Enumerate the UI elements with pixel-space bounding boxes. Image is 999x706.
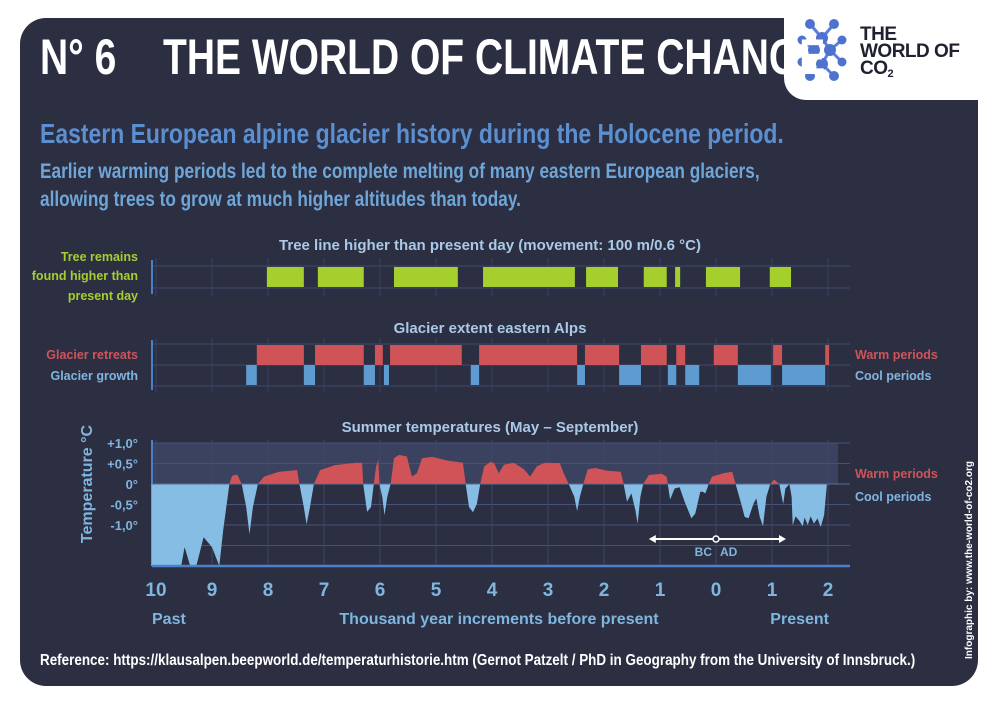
chart-subtitle: Eastern European alpine glacier history … xyxy=(40,118,784,149)
past-label: Past xyxy=(152,611,186,628)
logo-wordmark: THE WORLD OF CO2 xyxy=(860,24,960,83)
ad-label: AD xyxy=(720,545,738,559)
x-tick-label: 10 xyxy=(145,580,166,601)
cool-periods-legend: Cool periods xyxy=(855,369,931,383)
tree-remains-bar xyxy=(483,267,575,287)
warm-periods-legend: Warm periods xyxy=(855,348,938,362)
glacier-retreat-bar xyxy=(584,345,620,365)
temp-cool-legend: Cool periods xyxy=(855,490,931,504)
logo-line-3: CO xyxy=(860,58,888,79)
glacier-retreat-bar xyxy=(773,345,783,365)
bc-label: BC xyxy=(695,545,713,559)
glacier-retreat-bar xyxy=(256,345,304,365)
x-axis-label: Thousand year increments before present xyxy=(339,611,659,628)
tree-label-1: Tree remains xyxy=(61,250,138,264)
glacier-growth-bar xyxy=(577,365,585,385)
glacier-retreat-bar xyxy=(825,345,830,365)
issue-number: N° 6 xyxy=(40,29,117,85)
glacier-growth-bar xyxy=(363,365,375,385)
glacier-retreat-bar xyxy=(374,345,383,365)
x-tick-label: 3 xyxy=(543,580,554,601)
glacier-retreat-bar xyxy=(479,345,578,365)
x-tick-label: 6 xyxy=(375,580,386,601)
glacier-growth-bar xyxy=(383,365,389,385)
description-line-1: Earlier warming periods led to the compl… xyxy=(40,160,760,183)
x-tick-label: 2 xyxy=(823,580,834,601)
glacier-growth-bar xyxy=(619,365,641,385)
glacier-retreats-label: Glacier retreats xyxy=(46,348,138,362)
arrow-right-icon xyxy=(779,535,786,543)
x-tick-label: 8 xyxy=(263,580,274,601)
tree-remains-bar xyxy=(769,267,792,287)
glacier-retreat-bar xyxy=(315,345,364,365)
y-tick-label: +0,5° xyxy=(107,457,138,472)
tree-remains-bar xyxy=(643,267,667,287)
y-tick-label: +1,0° xyxy=(107,436,138,451)
description-line-2: allowing trees to grow at much higher al… xyxy=(40,188,521,211)
logo-area xyxy=(784,0,999,100)
x-tick-label: 4 xyxy=(487,580,498,601)
glacier-growth-bar xyxy=(737,365,771,385)
x-tick-label: 1 xyxy=(767,580,778,601)
warm-period-area xyxy=(151,454,827,484)
temperature-title: Summer temperatures (May – September) xyxy=(342,419,639,436)
y-tick-label: -1,0° xyxy=(110,518,138,533)
tree-label-3: present day xyxy=(68,289,138,303)
glacier-growth-label: Glacier growth xyxy=(50,369,138,383)
molecule-logo-icon xyxy=(797,19,847,81)
tree-remains-bar xyxy=(675,267,681,287)
tree-remains-bar xyxy=(586,267,618,287)
x-tick-label: 5 xyxy=(431,580,442,601)
tree-line-title: Tree line higher than present day (movem… xyxy=(279,237,701,254)
tree-remains-bar xyxy=(266,267,304,287)
glacier-growth-bar xyxy=(667,365,677,385)
x-tick-label: 2 xyxy=(599,580,610,601)
x-tick-label: 1 xyxy=(655,580,666,601)
glacier-growth-bar xyxy=(685,365,700,385)
logo-line-2: WORLD OF xyxy=(860,41,960,62)
y-axis-label: Temperature °C xyxy=(79,424,96,543)
glacier-growth-bar xyxy=(782,365,826,385)
y-tick-label: 0° xyxy=(126,477,138,492)
tree-remains-bar xyxy=(317,267,364,287)
present-label: Present xyxy=(770,611,829,628)
glacier-retreat-bar xyxy=(676,345,686,365)
temp-warm-legend: Warm periods xyxy=(855,467,938,481)
reference-text: Reference: https://klausalpen.beepworld.… xyxy=(40,652,916,669)
glacier-retreat-bar xyxy=(713,345,738,365)
x-tick-label: 0 xyxy=(711,580,722,601)
glacier-growth-bar xyxy=(303,365,316,385)
glacier-title: Glacier extent eastern Alps xyxy=(394,320,587,337)
logo-line-1: THE xyxy=(860,24,897,45)
glacier-growth-bar xyxy=(470,365,480,385)
arrow-left-icon xyxy=(648,535,656,543)
x-tick-label: 7 xyxy=(319,580,330,601)
glacier-retreat-bar xyxy=(640,345,667,365)
era-marker xyxy=(712,535,720,543)
credit-text: Infographic by: www.the-world-of-co2.org xyxy=(964,461,975,659)
glacier-growth-bar xyxy=(246,365,257,385)
tree-remains-bar xyxy=(705,267,741,287)
x-tick-label: 9 xyxy=(207,580,218,601)
glacier-retreat-bar xyxy=(390,345,462,365)
page-title: THE WORLD OF CLIMATE CHANGE xyxy=(163,29,826,85)
cool-period-area xyxy=(151,484,827,566)
logo-subscript: 2 xyxy=(887,68,894,80)
tree-remains-bar xyxy=(394,267,458,287)
tree-label-2: found higher than xyxy=(32,269,138,283)
y-tick-label: -0,5° xyxy=(110,498,138,513)
